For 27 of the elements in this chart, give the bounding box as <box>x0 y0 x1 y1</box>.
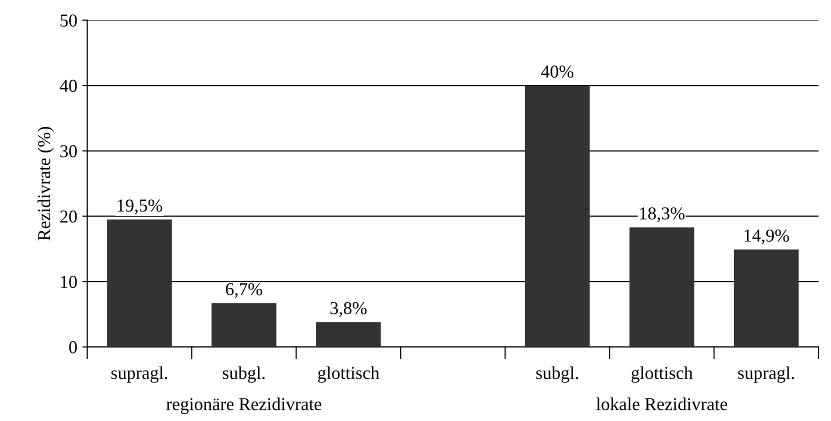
bar <box>212 303 276 347</box>
y-tick-label: 40 <box>60 80 77 92</box>
text: regionäre Rezidivrate <box>166 398 322 414</box>
y-tick-label: 10 <box>61 276 77 288</box>
data-label: 6,7% <box>226 283 262 298</box>
bar <box>107 219 172 347</box>
bar <box>316 322 381 347</box>
data-label: 3,8% <box>330 302 367 317</box>
y-tick-label: 30 <box>60 145 77 158</box>
x-tick-label: glottisch <box>632 366 693 383</box>
x-tick-label: subgl. <box>222 366 265 383</box>
x-tick-label: supragl. <box>738 366 794 383</box>
bar <box>734 250 799 347</box>
data-label: 19,5% <box>118 199 162 214</box>
y-axis-title: Rezidivrate (%) <box>38 126 54 240</box>
x-tick-label: subgl. <box>536 366 578 383</box>
y-tick-label: 0 <box>69 341 77 354</box>
data-label: 14,9% <box>744 230 790 244</box>
data-label: 40% <box>541 66 574 78</box>
y-tick-label: 50 <box>60 14 77 27</box>
x-tick-label: glottisch <box>318 366 380 383</box>
x-tick-label: supragl. <box>111 366 168 383</box>
data-label: 18,3% <box>640 207 685 222</box>
bar <box>524 86 590 347</box>
bar <box>629 227 694 347</box>
text: lokale Rezidivrate <box>596 398 728 410</box>
y-tick-label: 20 <box>60 210 77 223</box>
